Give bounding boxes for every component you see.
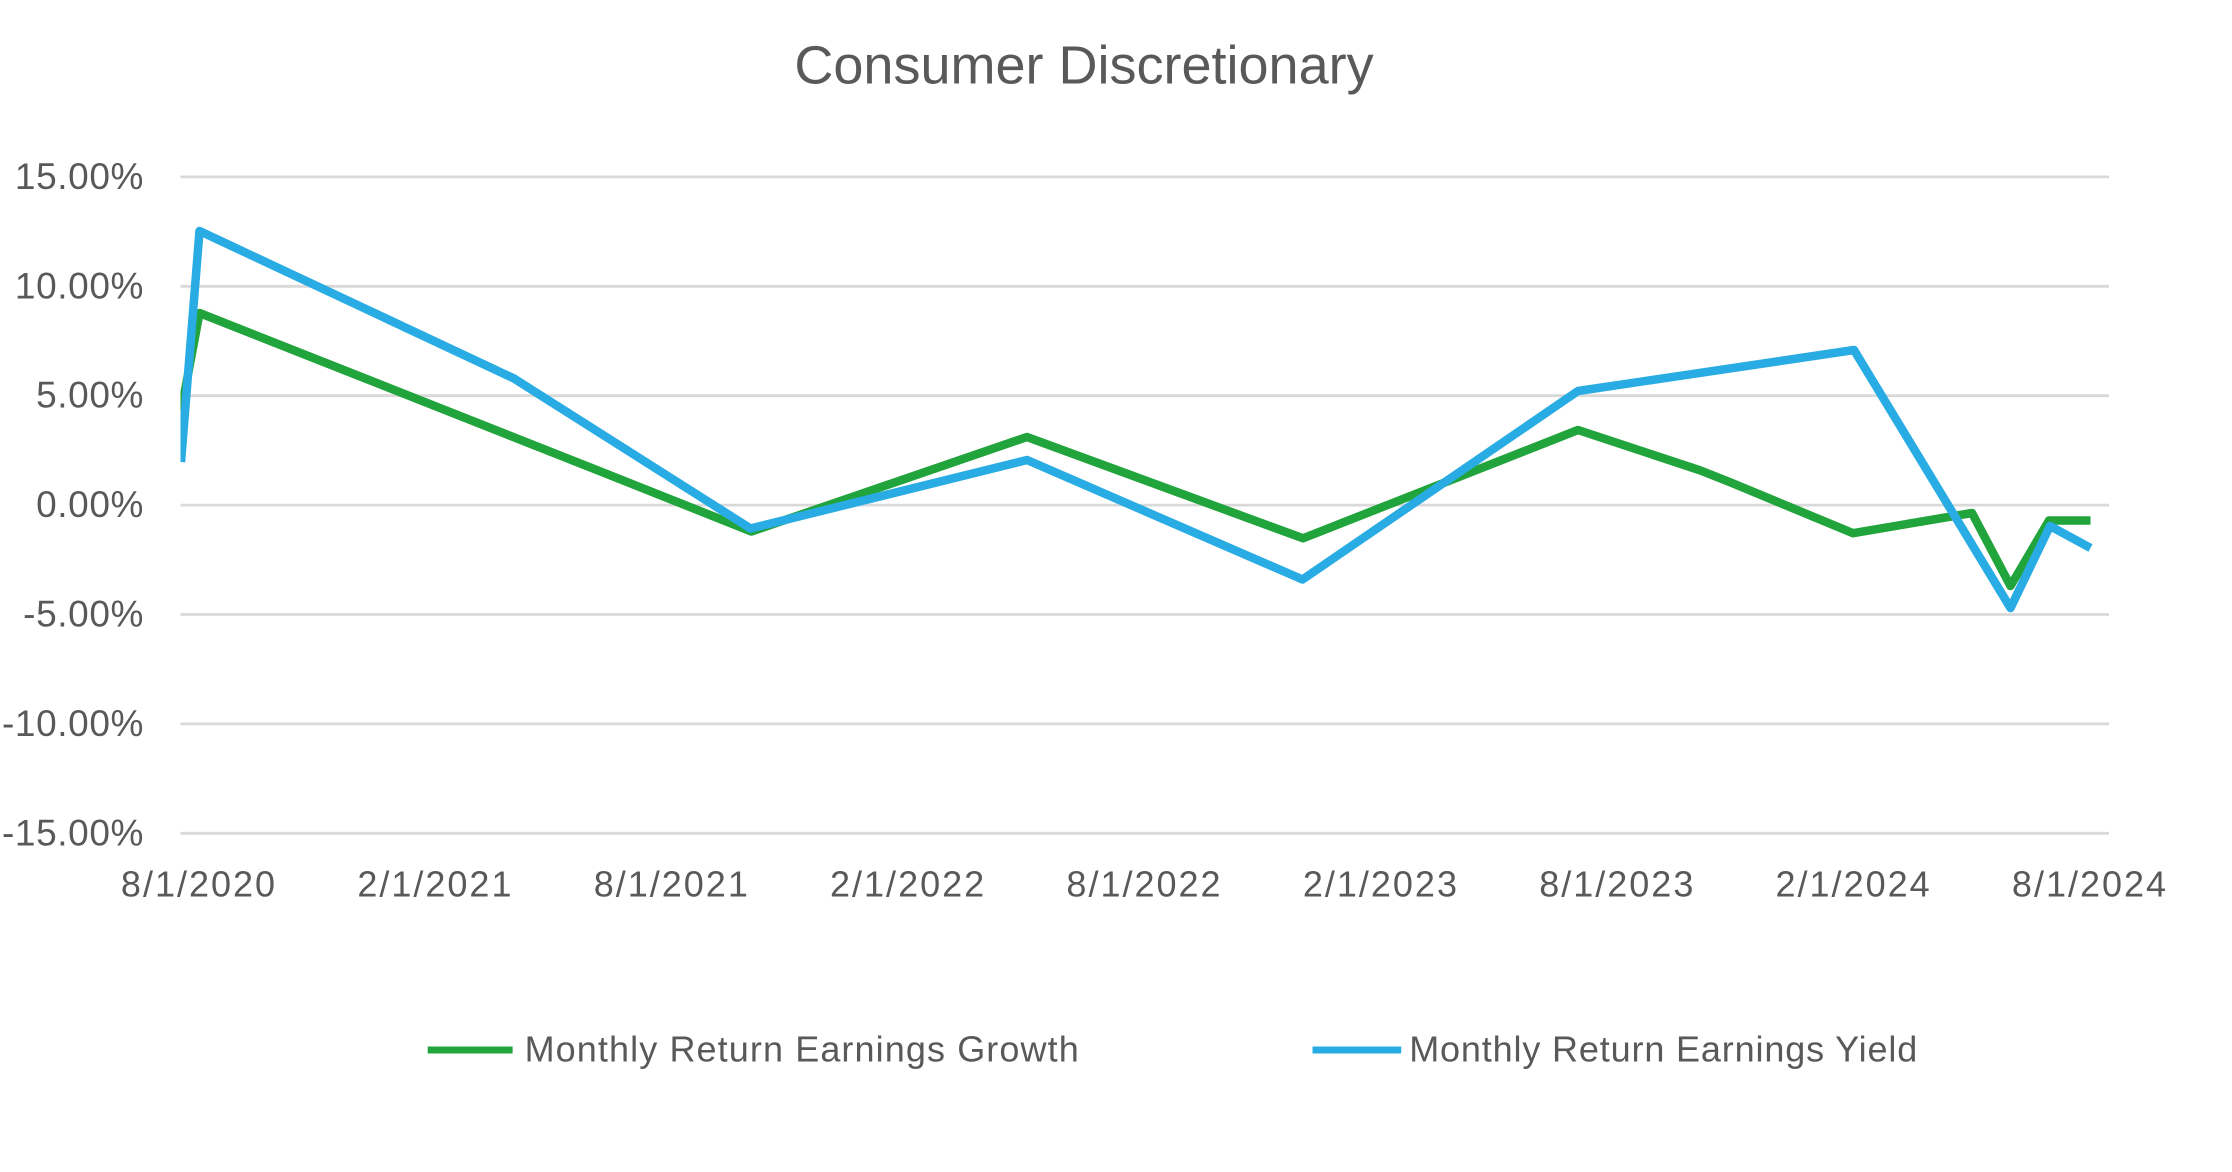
svg-text:0.00%: 0.00% [36,484,144,525]
svg-text:2/1/2023: 2/1/2023 [1303,864,1459,905]
svg-text:2/1/2021: 2/1/2021 [357,864,513,905]
svg-text:8/1/2024: 8/1/2024 [2012,864,2168,905]
svg-text:8/1/2020: 8/1/2020 [121,864,277,905]
svg-text:-5.00%: -5.00% [23,594,144,635]
svg-text:Consumer Discretionary: Consumer Discretionary [794,36,1373,96]
svg-text:-10.00%: -10.00% [2,703,144,744]
svg-text:-15.00%: -15.00% [2,812,144,853]
svg-text:5.00%: 5.00% [36,375,144,416]
svg-text:15.00%: 15.00% [15,156,144,197]
svg-text:Monthly Return Earnings Yield: Monthly Return Earnings Yield [1409,1028,1918,1069]
svg-text:Monthly Return Earnings Growth: Monthly Return Earnings Growth [525,1028,1080,1069]
svg-text:2/1/2022: 2/1/2022 [830,864,986,905]
svg-text:10.00%: 10.00% [15,265,144,306]
svg-text:8/1/2022: 8/1/2022 [1066,864,1222,905]
svg-text:2/1/2024: 2/1/2024 [1776,864,1932,905]
svg-text:8/1/2021: 8/1/2021 [594,864,750,905]
svg-text:8/1/2023: 8/1/2023 [1539,864,1695,905]
